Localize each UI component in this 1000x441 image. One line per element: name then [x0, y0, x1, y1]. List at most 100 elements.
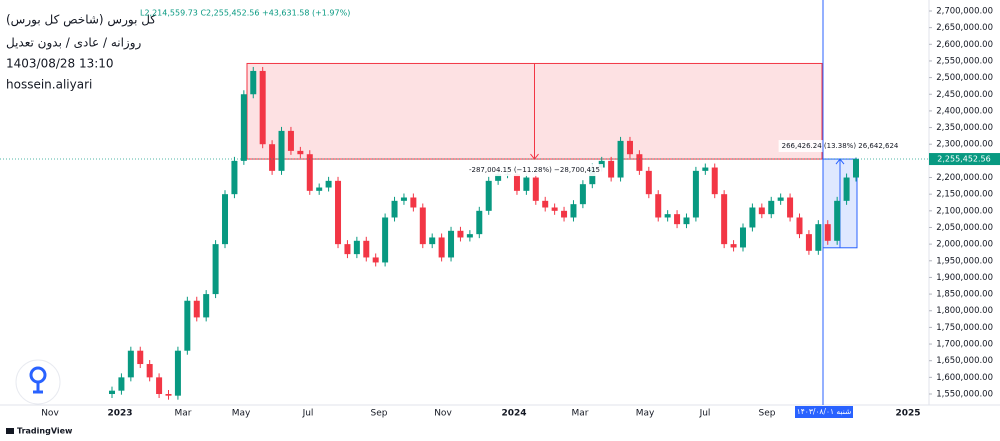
- candle-body: [109, 390, 115, 395]
- candle-body: [561, 210, 568, 218]
- candle-body: [259, 70, 266, 145]
- candle-body: [400, 197, 407, 201]
- x-tick-label: Nov: [434, 409, 452, 419]
- candle-body: [551, 207, 558, 211]
- candle-body: [513, 174, 520, 191]
- candle-body: [608, 160, 615, 178]
- candle-body: [174, 350, 181, 396]
- candle-body: [730, 244, 737, 248]
- candle-body: [193, 300, 200, 318]
- y-tick-label: 2,500,000.00: [936, 73, 993, 83]
- candle-body: [683, 217, 690, 225]
- candle-body: [410, 197, 417, 208]
- author: hossein.aliyari: [6, 78, 92, 92]
- y-tick-label: 2,600,000.00: [936, 40, 993, 50]
- candle-body: [382, 217, 389, 263]
- candle-body: [278, 130, 285, 171]
- x-tick-label: Jul: [699, 409, 711, 419]
- x-tick-label: Jul: [302, 409, 314, 419]
- candle-body: [306, 154, 313, 191]
- candle-body: [457, 230, 464, 238]
- candle-body: [203, 294, 210, 318]
- last-price-label: 2,255,452.56: [937, 155, 990, 164]
- y-tick-label: 1,950,000.00: [936, 256, 993, 266]
- y-tick-label: 2,650,000.00: [936, 23, 993, 33]
- candle-body: [645, 170, 652, 195]
- candle-body: [184, 300, 191, 351]
- candle-body: [711, 167, 718, 195]
- y-tick-label: 2,200,000.00: [936, 173, 993, 183]
- y-tick-label: 2,150,000.00: [936, 190, 993, 200]
- candle-body: [476, 210, 483, 235]
- candle-body: [146, 364, 153, 378]
- candle-body: [843, 177, 850, 201]
- y-tick-label: 1,550,000.00: [936, 390, 993, 400]
- candle-body: [438, 237, 445, 258]
- candle-body: [231, 160, 238, 195]
- candle-body: [796, 217, 803, 235]
- candle-body: [702, 167, 709, 171]
- x-tick-label: Mar: [572, 409, 589, 419]
- candle-body: [250, 70, 257, 95]
- y-tick-label: 1,800,000.00: [936, 306, 993, 316]
- y-tick-label: 1,600,000.00: [936, 373, 993, 383]
- candle-body: [636, 154, 643, 171]
- datetime: 1403/08/28 13:10: [6, 57, 114, 71]
- measure-label-bg: [778, 140, 902, 153]
- candle-body: [853, 159, 859, 178]
- y-tick-label: 1,750,000.00: [936, 323, 993, 333]
- candle-body: [777, 197, 784, 201]
- candle-body: [617, 140, 624, 178]
- candle-body: [316, 187, 323, 191]
- plot-area: [109, 62, 859, 400]
- candle-body: [222, 194, 229, 245]
- y-tick-label: 2,450,000.00: [936, 90, 993, 100]
- candle-body: [344, 244, 351, 255]
- x-tick-label: 2025: [895, 409, 920, 419]
- brand: TradingView: [17, 427, 73, 436]
- candle-body: [495, 174, 502, 181]
- candle-body: [692, 170, 699, 218]
- x-tick-label: May: [636, 409, 655, 419]
- candle-body: [363, 240, 370, 258]
- x-tick-label: 2024: [501, 409, 526, 419]
- chart-subtitle: روزانه / عادی / بدون تعدیل: [6, 36, 142, 51]
- candle-body: [212, 244, 219, 295]
- cursor-tag: [795, 406, 853, 418]
- candle-body: [805, 234, 812, 251]
- candle-body: [768, 200, 775, 215]
- y-tick-label: 2,300,000.00: [936, 140, 993, 150]
- chart-title: کل بورس (شاخص کل بورس): [6, 13, 156, 28]
- last-price-tag: [929, 153, 1000, 166]
- candle-body: [532, 177, 539, 201]
- y-tick-label: 2,100,000.00: [936, 206, 993, 216]
- candle-body: [419, 207, 426, 245]
- candle-body: [655, 194, 662, 218]
- x-tick-label: Mar: [175, 409, 192, 419]
- candle-body: [570, 204, 577, 218]
- candle-body: [787, 197, 794, 218]
- candle-body: [325, 180, 332, 188]
- measure-label-bg: [465, 164, 604, 177]
- candle-body: [824, 224, 831, 241]
- measure-label: -287,004.15 (−11.28%) −28,700,415: [469, 166, 600, 174]
- candle-body: [739, 227, 746, 248]
- candle-body: [626, 140, 633, 155]
- candle-body: [466, 234, 473, 238]
- x-tick-label: 2023: [107, 409, 132, 419]
- candle-body: [391, 200, 398, 218]
- candle-body: [429, 237, 436, 245]
- candle-body: [287, 130, 294, 151]
- y-tick-label: 2,350,000.00: [936, 123, 993, 133]
- y-tick-label: 1,900,000.00: [936, 273, 993, 283]
- candle-body: [749, 207, 756, 228]
- y-tick-label: 2,400,000.00: [936, 106, 993, 116]
- candle-body: [721, 194, 728, 245]
- candle-body: [448, 230, 455, 258]
- candle-body: [523, 177, 530, 191]
- candle-body: [118, 377, 125, 391]
- candle-body: [137, 350, 144, 365]
- ohlc-info: L2,214,559.73 C2,255,452.56 +43,631.58 (…: [140, 9, 350, 18]
